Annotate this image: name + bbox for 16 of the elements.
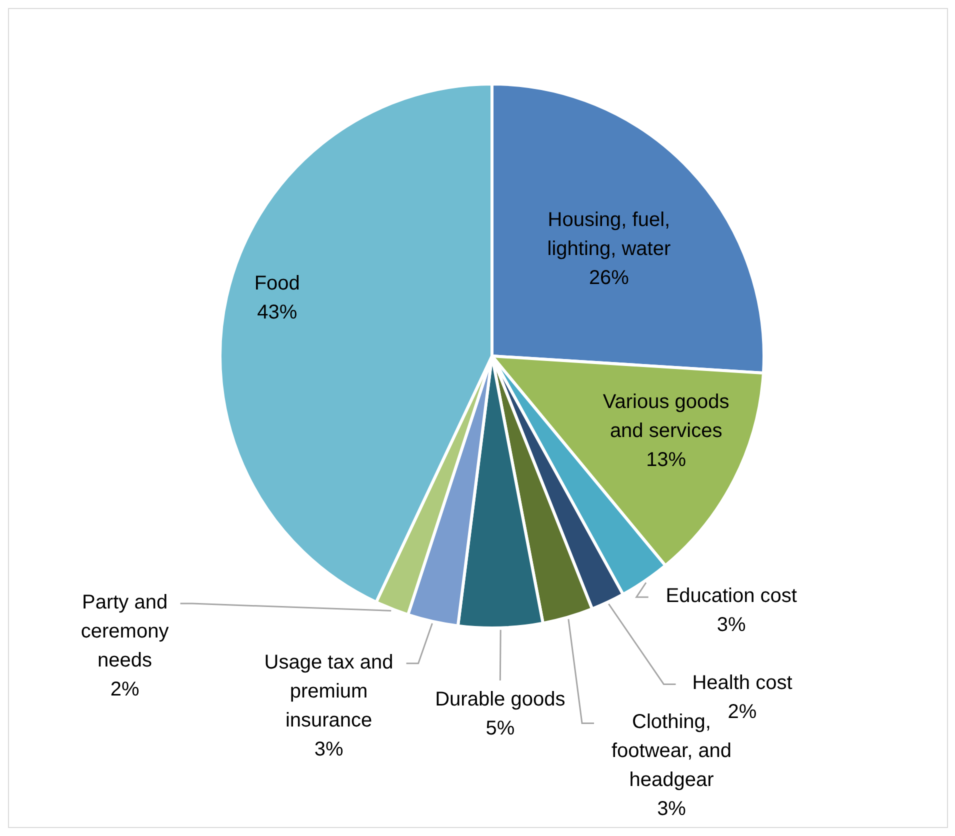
data-label: 13% xyxy=(646,449,686,472)
data-label: 3% xyxy=(716,614,746,636)
slice-label: Usage tax and premium insurance xyxy=(264,652,394,732)
data-label: 5% xyxy=(486,718,515,740)
slice-label: Education cost xyxy=(666,585,798,608)
data-label: 26% xyxy=(588,267,630,290)
data-label: 2% xyxy=(110,678,140,701)
slice-label: Various goods and services xyxy=(602,391,730,442)
slice-label: Health cost xyxy=(692,672,793,694)
slice-label: Food xyxy=(254,272,300,295)
data-label: 3% xyxy=(314,738,344,761)
slice-label: Housing, fuel, lighting, water xyxy=(547,209,671,260)
data-label: 3% xyxy=(657,798,686,820)
slice-label: Party and ceremony needs xyxy=(80,592,169,672)
data-label: 43% xyxy=(257,302,298,324)
slice-label: Durable goods xyxy=(435,688,566,711)
